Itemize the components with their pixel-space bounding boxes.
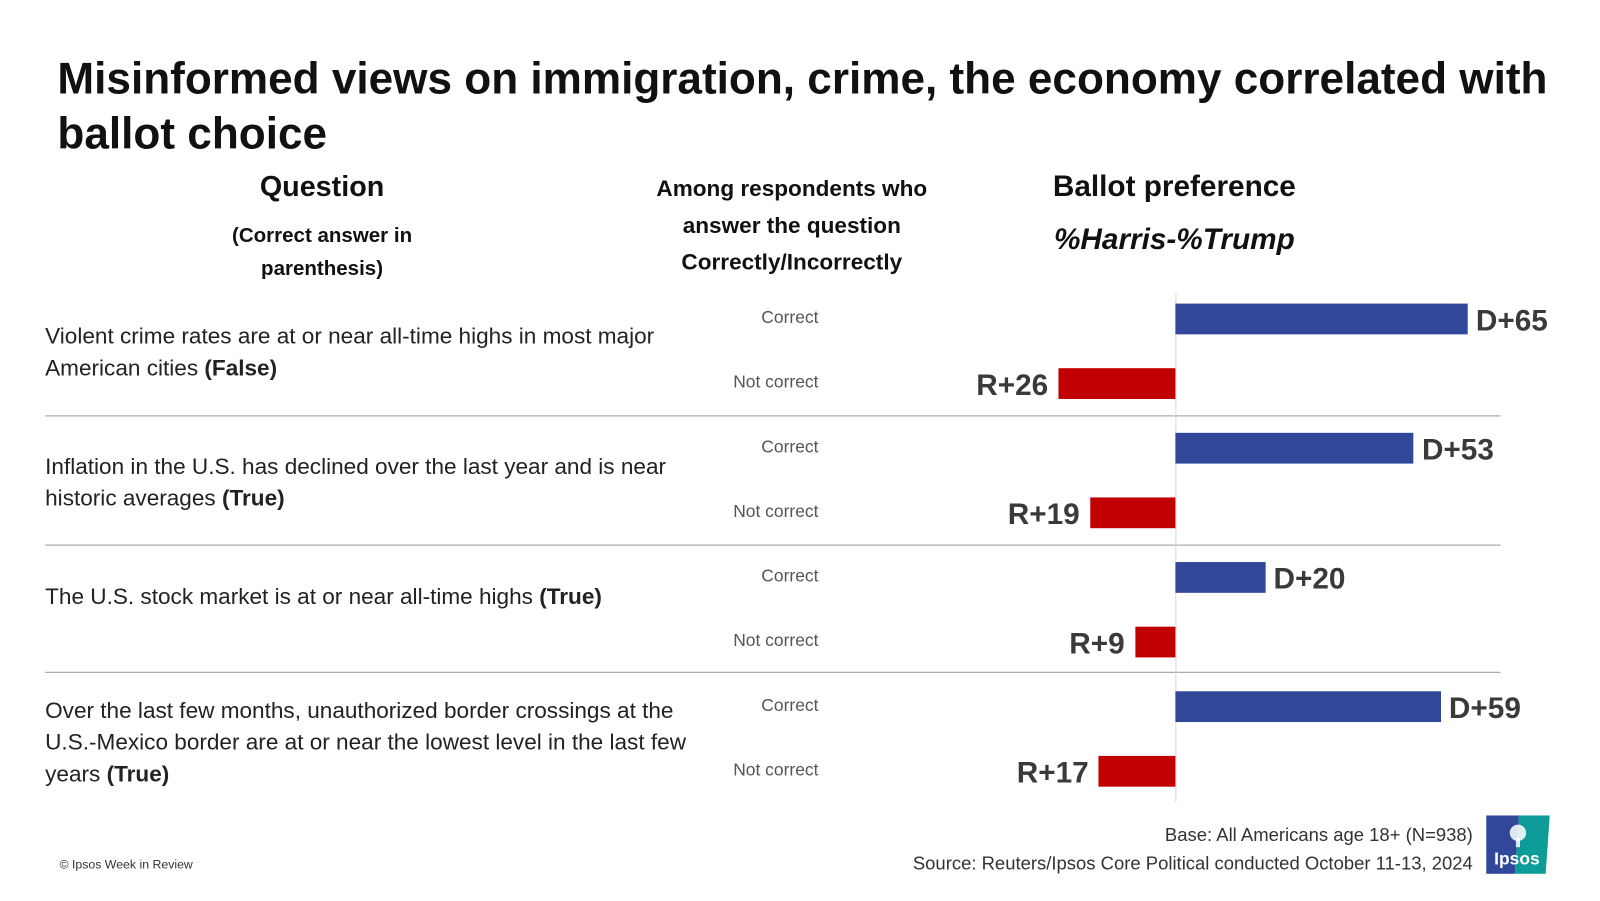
question-statement: The U.S. stock market is at or near all-… [45, 583, 540, 610]
bar-value-label: R+19 [1007, 498, 1080, 532]
respondent-group-label: Not correct [733, 630, 819, 651]
source-note: Source: Reuters/Ipsos Core Political con… [912, 853, 1473, 874]
question-text: Inflation in the U.S. has declined over … [45, 450, 691, 514]
harris-margin-bar [1175, 691, 1441, 723]
ipsos-logo: Ipsos [1486, 815, 1550, 874]
respondent-group-label: Not correct [733, 372, 819, 392]
question-statement: Violent crime rates are at or near all-t… [45, 323, 655, 381]
row-divider [45, 671, 1501, 673]
respondent-group-label: Not correct [733, 759, 819, 780]
ballot-header: Ballot preference [1052, 170, 1296, 204]
correct-answer: (True) [106, 761, 170, 787]
bar-value-label: R+9 [1069, 627, 1125, 661]
correct-answer: (True) [539, 583, 602, 610]
correct-answer: (True) [221, 485, 285, 511]
respondents-header: Among respondents who answer the questio… [656, 175, 928, 275]
bar-value-label: R+26 [976, 369, 1049, 403]
question-header: Question [259, 170, 385, 203]
row-divider [45, 415, 1501, 417]
question-subheader: (Correct answer in parenthesis) [231, 224, 413, 280]
ballot-subheader: %Harris-%Trump [1053, 223, 1295, 257]
respondent-group-label: Correct [761, 566, 819, 586]
bar-value-label: D+53 [1421, 433, 1494, 467]
trump-margin-bar [1058, 368, 1176, 399]
harris-margin-bar [1175, 562, 1266, 593]
respondent-group-label: Correct [761, 695, 819, 715]
respondent-group-label: Not correct [733, 501, 819, 522]
harris-margin-bar [1175, 432, 1414, 464]
respondent-group-label: Correct [761, 307, 819, 328]
question-statement: Inflation in the U.S. has declined over … [45, 453, 667, 511]
trump-margin-bar [1098, 755, 1176, 787]
bar-value-label: D+65 [1475, 304, 1548, 338]
zero-axis-line [1175, 293, 1177, 803]
question-text: Violent crime rates are at or near all-t… [45, 320, 691, 384]
bar-value-label: D+59 [1448, 692, 1521, 726]
harris-margin-bar [1175, 303, 1468, 335]
chart-title: Misinformed views on immigration, crime,… [57, 54, 1548, 159]
respondent-group-label: Correct [761, 436, 819, 457]
bar-value-label: R+17 [1016, 756, 1089, 790]
question-text: Over the last few months, unauthorized b… [45, 694, 686, 789]
copyright: © Ipsos Week in Review [59, 857, 193, 872]
correct-answer: (False) [204, 354, 278, 381]
trump-margin-bar [1089, 497, 1176, 529]
row-divider [45, 544, 1501, 546]
svg-text:Ipsos: Ipsos [1494, 849, 1540, 869]
base-note: Base: All Americans age 18+ (N=938) [1164, 824, 1473, 846]
trump-margin-bar [1134, 626, 1176, 658]
question-text: The U.S. stock market is at or near all-… [45, 581, 660, 613]
bar-value-label: D+20 [1273, 563, 1346, 596]
question-statement: Over the last few months, unauthorized b… [45, 697, 686, 787]
